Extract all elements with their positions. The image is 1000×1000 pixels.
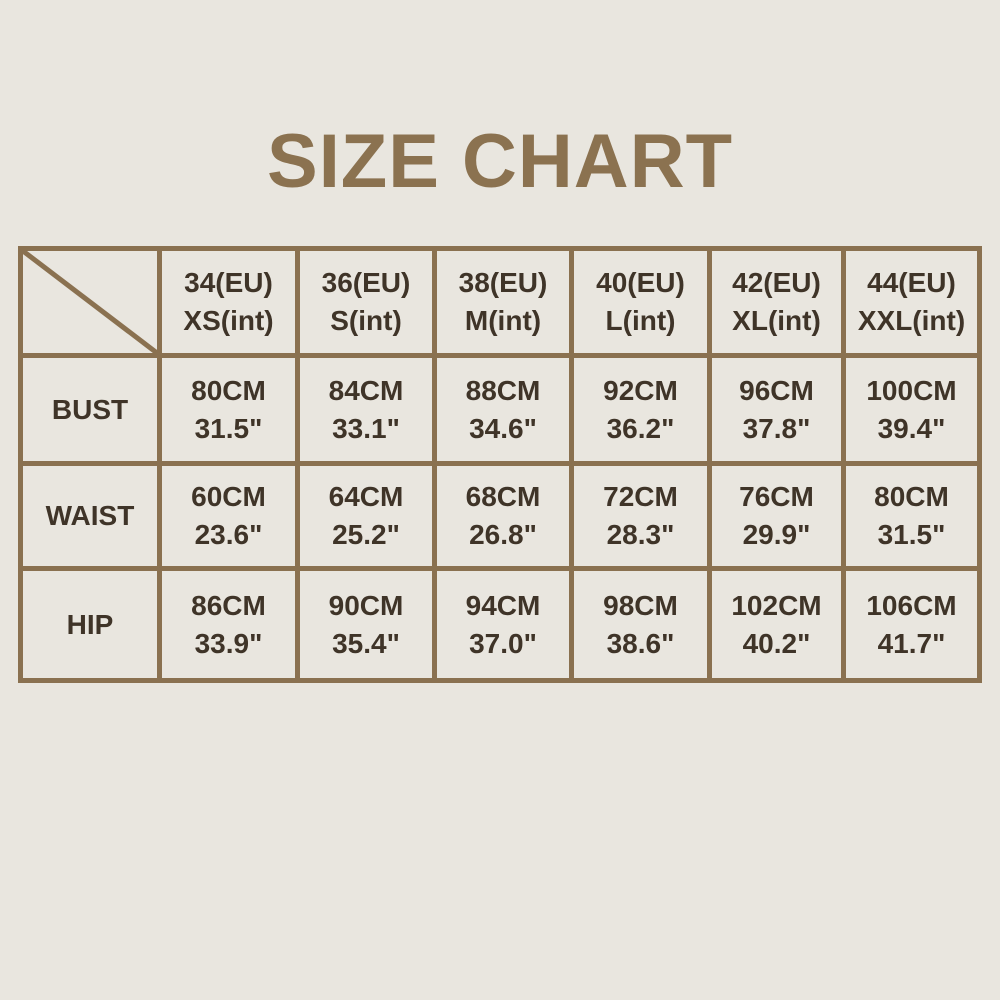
table-cell: 64CM 25.2" (300, 466, 432, 566)
cell-text: 25.2" (332, 519, 400, 550)
cell-text: 80CM (191, 374, 266, 406)
cell-text: 86CM (191, 589, 266, 621)
table-cell: 100CM 39.4" (846, 358, 977, 461)
cell-text: XL(int) (732, 305, 821, 336)
cell-text: 76CM (739, 481, 814, 512)
cell-text: 40(EU) (596, 267, 685, 298)
cell-text: 60CM (191, 481, 266, 512)
table-cell: 92CM 36.2" (574, 358, 707, 461)
table-cell: 88CM 34.6" (437, 358, 569, 461)
table-cell: 68CM 26.8" (437, 466, 569, 566)
cell-text: M(int) (464, 305, 542, 336)
table-cell: 72CM 28.3" (574, 466, 707, 566)
cell-text: 64CM (328, 481, 404, 512)
cell-text: 92CM (603, 374, 678, 406)
cell-text: 36(EU) (321, 267, 411, 298)
column-header: 40(EU) L(int) (574, 251, 707, 353)
cell-text: 90CM (328, 589, 404, 621)
cell-text: XS(int) (183, 305, 274, 336)
row-header: WAIST (23, 466, 157, 566)
cell-text: 35.4" (332, 627, 400, 659)
cell-text: 38.6" (606, 627, 675, 659)
cell-text: XXL(int) (857, 305, 966, 336)
cell-text: 80CM (874, 481, 949, 512)
cell-text: 28.3" (606, 519, 675, 550)
cell-text: 39.4" (877, 412, 946, 444)
table-cell: 76CM 29.9" (712, 466, 841, 566)
cell-text: 26.8" (469, 519, 537, 550)
cell-text: HIP (66, 608, 114, 640)
table-cell: 90CM 35.4" (300, 571, 432, 678)
cell-text: 72CM (603, 481, 678, 512)
table-cell: 94CM 37.0" (437, 571, 569, 678)
cell-text: 31.5" (877, 519, 946, 550)
cell-text: 41.7" (877, 627, 946, 659)
cell-text: 100CM (866, 374, 957, 406)
cell-text: 31.5" (194, 412, 263, 444)
column-header: 42(EU) XL(int) (712, 251, 841, 353)
cell-text: 37.8" (742, 412, 811, 444)
page-title: SIZE CHART (267, 119, 733, 204)
cell-text: 106CM (866, 589, 957, 621)
cell-text: 88CM (465, 374, 541, 406)
cell-text: 98CM (603, 589, 678, 621)
cell-text: S(int) (330, 305, 402, 336)
column-header: 34(EU) XS(int) (162, 251, 295, 353)
table-cell: 98CM 38.6" (574, 571, 707, 678)
row-header: HIP (23, 571, 157, 678)
cell-text: 44(EU) (867, 267, 956, 298)
cell-text: 96CM (739, 374, 814, 406)
cell-text: 33.1" (332, 412, 400, 444)
table-cell: 80CM 31.5" (162, 358, 295, 461)
cell-text: 23.6" (194, 519, 263, 550)
table-cell: 102CM 40.2" (712, 571, 841, 678)
corner-cell (23, 251, 157, 353)
cell-text: 102CM (731, 589, 822, 621)
size-chart-table: 34(EU) XS(int) 36(EU) S(int) 38(EU) M(int) 40(… (18, 246, 982, 683)
table-cell: 60CM 23.6" (162, 466, 295, 566)
cell-text: 68CM (465, 481, 541, 512)
table-cell: 86CM 33.9" (162, 571, 295, 678)
cell-text: 42(EU) (732, 267, 821, 298)
column-header: 44(EU) XXL(int) (846, 251, 977, 353)
column-header: 38(EU) M(int) (437, 251, 569, 353)
cell-text: WAIST (45, 500, 135, 531)
cell-text: 33.9" (194, 627, 263, 659)
table-cell: 84CM 33.1" (300, 358, 432, 461)
row-header: BUST (23, 358, 157, 461)
diagonal-line (23, 251, 157, 353)
cell-text: 29.9" (742, 519, 811, 550)
table-cell: 80CM 31.5" (846, 466, 977, 566)
cell-text: 94CM (465, 589, 541, 621)
cell-text: L(int) (605, 305, 676, 336)
cell-text: 36.2" (606, 412, 675, 444)
table-cell: 106CM 41.7" (846, 571, 977, 678)
cell-text: 84CM (328, 374, 404, 406)
cell-text: BUST (51, 393, 129, 425)
cell-text: 38(EU) (458, 267, 548, 298)
cell-text: 34.6" (469, 412, 537, 444)
table-cell: 96CM 37.8" (712, 358, 841, 461)
column-header: 36(EU) S(int) (300, 251, 432, 353)
cell-text: 40.2" (742, 627, 811, 659)
cell-text: 34(EU) (184, 267, 273, 298)
cell-text: 37.0" (469, 627, 537, 659)
